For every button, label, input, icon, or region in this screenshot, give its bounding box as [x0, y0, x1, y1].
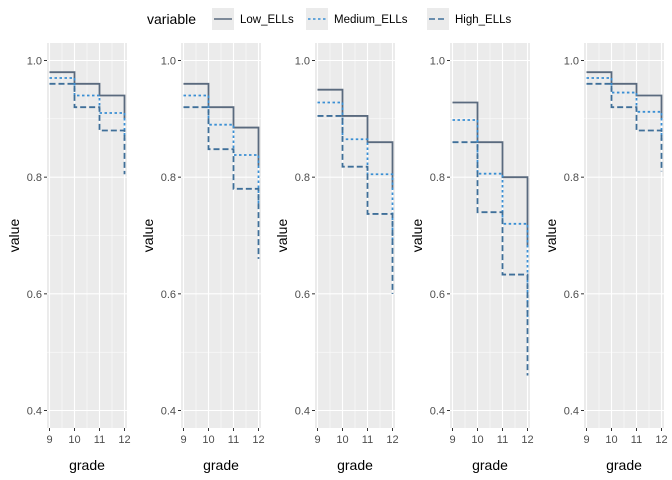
y-tick-label: 1.0 [430, 56, 445, 68]
y-tick-label: 0.8 [564, 172, 579, 184]
y-tick-label: 0.8 [430, 172, 445, 184]
y-tick-label: 0.4 [430, 406, 445, 418]
y-tick-label: 0.6 [161, 289, 176, 301]
y-tick-label: 0.6 [564, 289, 579, 301]
panel-1: 0.4 0.6 0.8 1.0 9 10 11 12 grade value [6, 43, 131, 473]
legend-item-low-ells: Low_ELLs [212, 8, 294, 30]
y-tick-label: 0.4 [27, 406, 42, 418]
x-tick-label: 11 [631, 434, 642, 446]
x-tick-label: 10 [471, 434, 483, 446]
x-tick-label: 12 [386, 434, 398, 446]
x-tick-label: 12 [521, 434, 533, 446]
series-line-low-ells [452, 101, 529, 248]
panels: 0.4 0.6 0.8 1.0 9 10 11 12 grade value 0.4 0.6 0.8 1.… [6, 43, 668, 473]
x-tick-label: 9 [583, 434, 589, 446]
x-tick-label: 9 [46, 434, 52, 446]
x-tick-label: 12 [655, 434, 667, 446]
panel-2: 0.4 0.6 0.8 1.0 9 10 11 12 grade value [140, 43, 265, 473]
series-line-high-ells [49, 82, 126, 175]
legend-label: Low_ELLs [240, 14, 294, 26]
series-line-medium-ells [183, 94, 260, 207]
x-tick-label: 9 [180, 434, 186, 446]
y-tick-label: 0.6 [430, 289, 445, 301]
series-line-low-ells [49, 71, 126, 119]
x-tick-label: 9 [314, 434, 320, 446]
x-axis-title: grade [337, 457, 373, 473]
y-tick-label: 1.0 [27, 56, 42, 68]
x-axis-title: grade [472, 457, 508, 473]
y-axis-title: value [6, 219, 22, 253]
series-line-medium-ells [452, 119, 529, 318]
y-axis-title: value [274, 219, 290, 253]
panel-3: 0.4 0.6 0.8 1.0 9 10 11 12 grade value [274, 43, 399, 473]
series-line-low-ells [317, 88, 394, 189]
legend-title: variable [147, 11, 196, 27]
x-tick-label: 10 [605, 434, 617, 446]
x-axis-title: grade [203, 457, 239, 473]
y-axis-title: value [543, 219, 559, 253]
legend-item-high-ells: High_ELLs [427, 8, 512, 30]
x-tick-label: 12 [118, 434, 130, 446]
y-tick-label: 0.6 [295, 289, 310, 301]
panel-4: 0.4 0.6 0.8 1.0 9 10 11 12 grade value [409, 43, 534, 473]
x-axis-title: grade [69, 457, 105, 473]
y-tick-label: 0.4 [564, 406, 579, 418]
legend: variable Low_ELLs Medium_ELLs High_ELLs [147, 8, 512, 30]
series-line-high-ells [317, 115, 394, 294]
y-tick-label: 1.0 [564, 56, 579, 68]
legend-label: Medium_ELLs [334, 14, 408, 26]
x-tick-label: 11 [497, 434, 508, 446]
x-tick-label: 11 [94, 434, 105, 446]
series-line-medium-ells [49, 77, 126, 143]
x-axis-title: grade [606, 457, 642, 473]
x-tick-label: 9 [449, 434, 455, 446]
series-line-medium-ells [317, 101, 394, 248]
panel-5: 0.4 0.6 0.8 1.0 9 10 11 12 grade value [543, 43, 668, 473]
series-line-high-ells [586, 82, 663, 172]
x-tick-label: 11 [362, 434, 373, 446]
y-tick-label: 0.8 [295, 172, 310, 184]
series-line-medium-ells [586, 77, 663, 143]
y-tick-label: 0.8 [27, 172, 42, 184]
y-tick-label: 1.0 [295, 56, 310, 68]
y-tick-label: 1.0 [161, 56, 176, 68]
x-tick-label: 11 [228, 434, 239, 446]
y-tick-label: 0.8 [161, 172, 176, 184]
y-tick-label: 0.4 [295, 406, 310, 418]
series-line-low-ells [183, 82, 260, 166]
legend-label: High_ELLs [455, 14, 512, 26]
x-tick-label: 10 [336, 434, 348, 446]
series-line-high-ells [183, 106, 260, 259]
y-tick-label: 0.4 [161, 406, 176, 418]
series-line-low-ells [586, 71, 663, 119]
y-axis-title: value [409, 219, 425, 253]
y-axis-title: value [140, 219, 156, 253]
legend-item-medium-ells: Medium_ELLs [306, 8, 408, 30]
x-tick-label: 10 [68, 434, 80, 446]
series-line-high-ells [452, 141, 529, 376]
x-tick-label: 12 [252, 434, 264, 446]
y-tick-label: 0.6 [27, 289, 42, 301]
x-tick-label: 10 [202, 434, 214, 446]
legend-key-background [306, 8, 328, 30]
